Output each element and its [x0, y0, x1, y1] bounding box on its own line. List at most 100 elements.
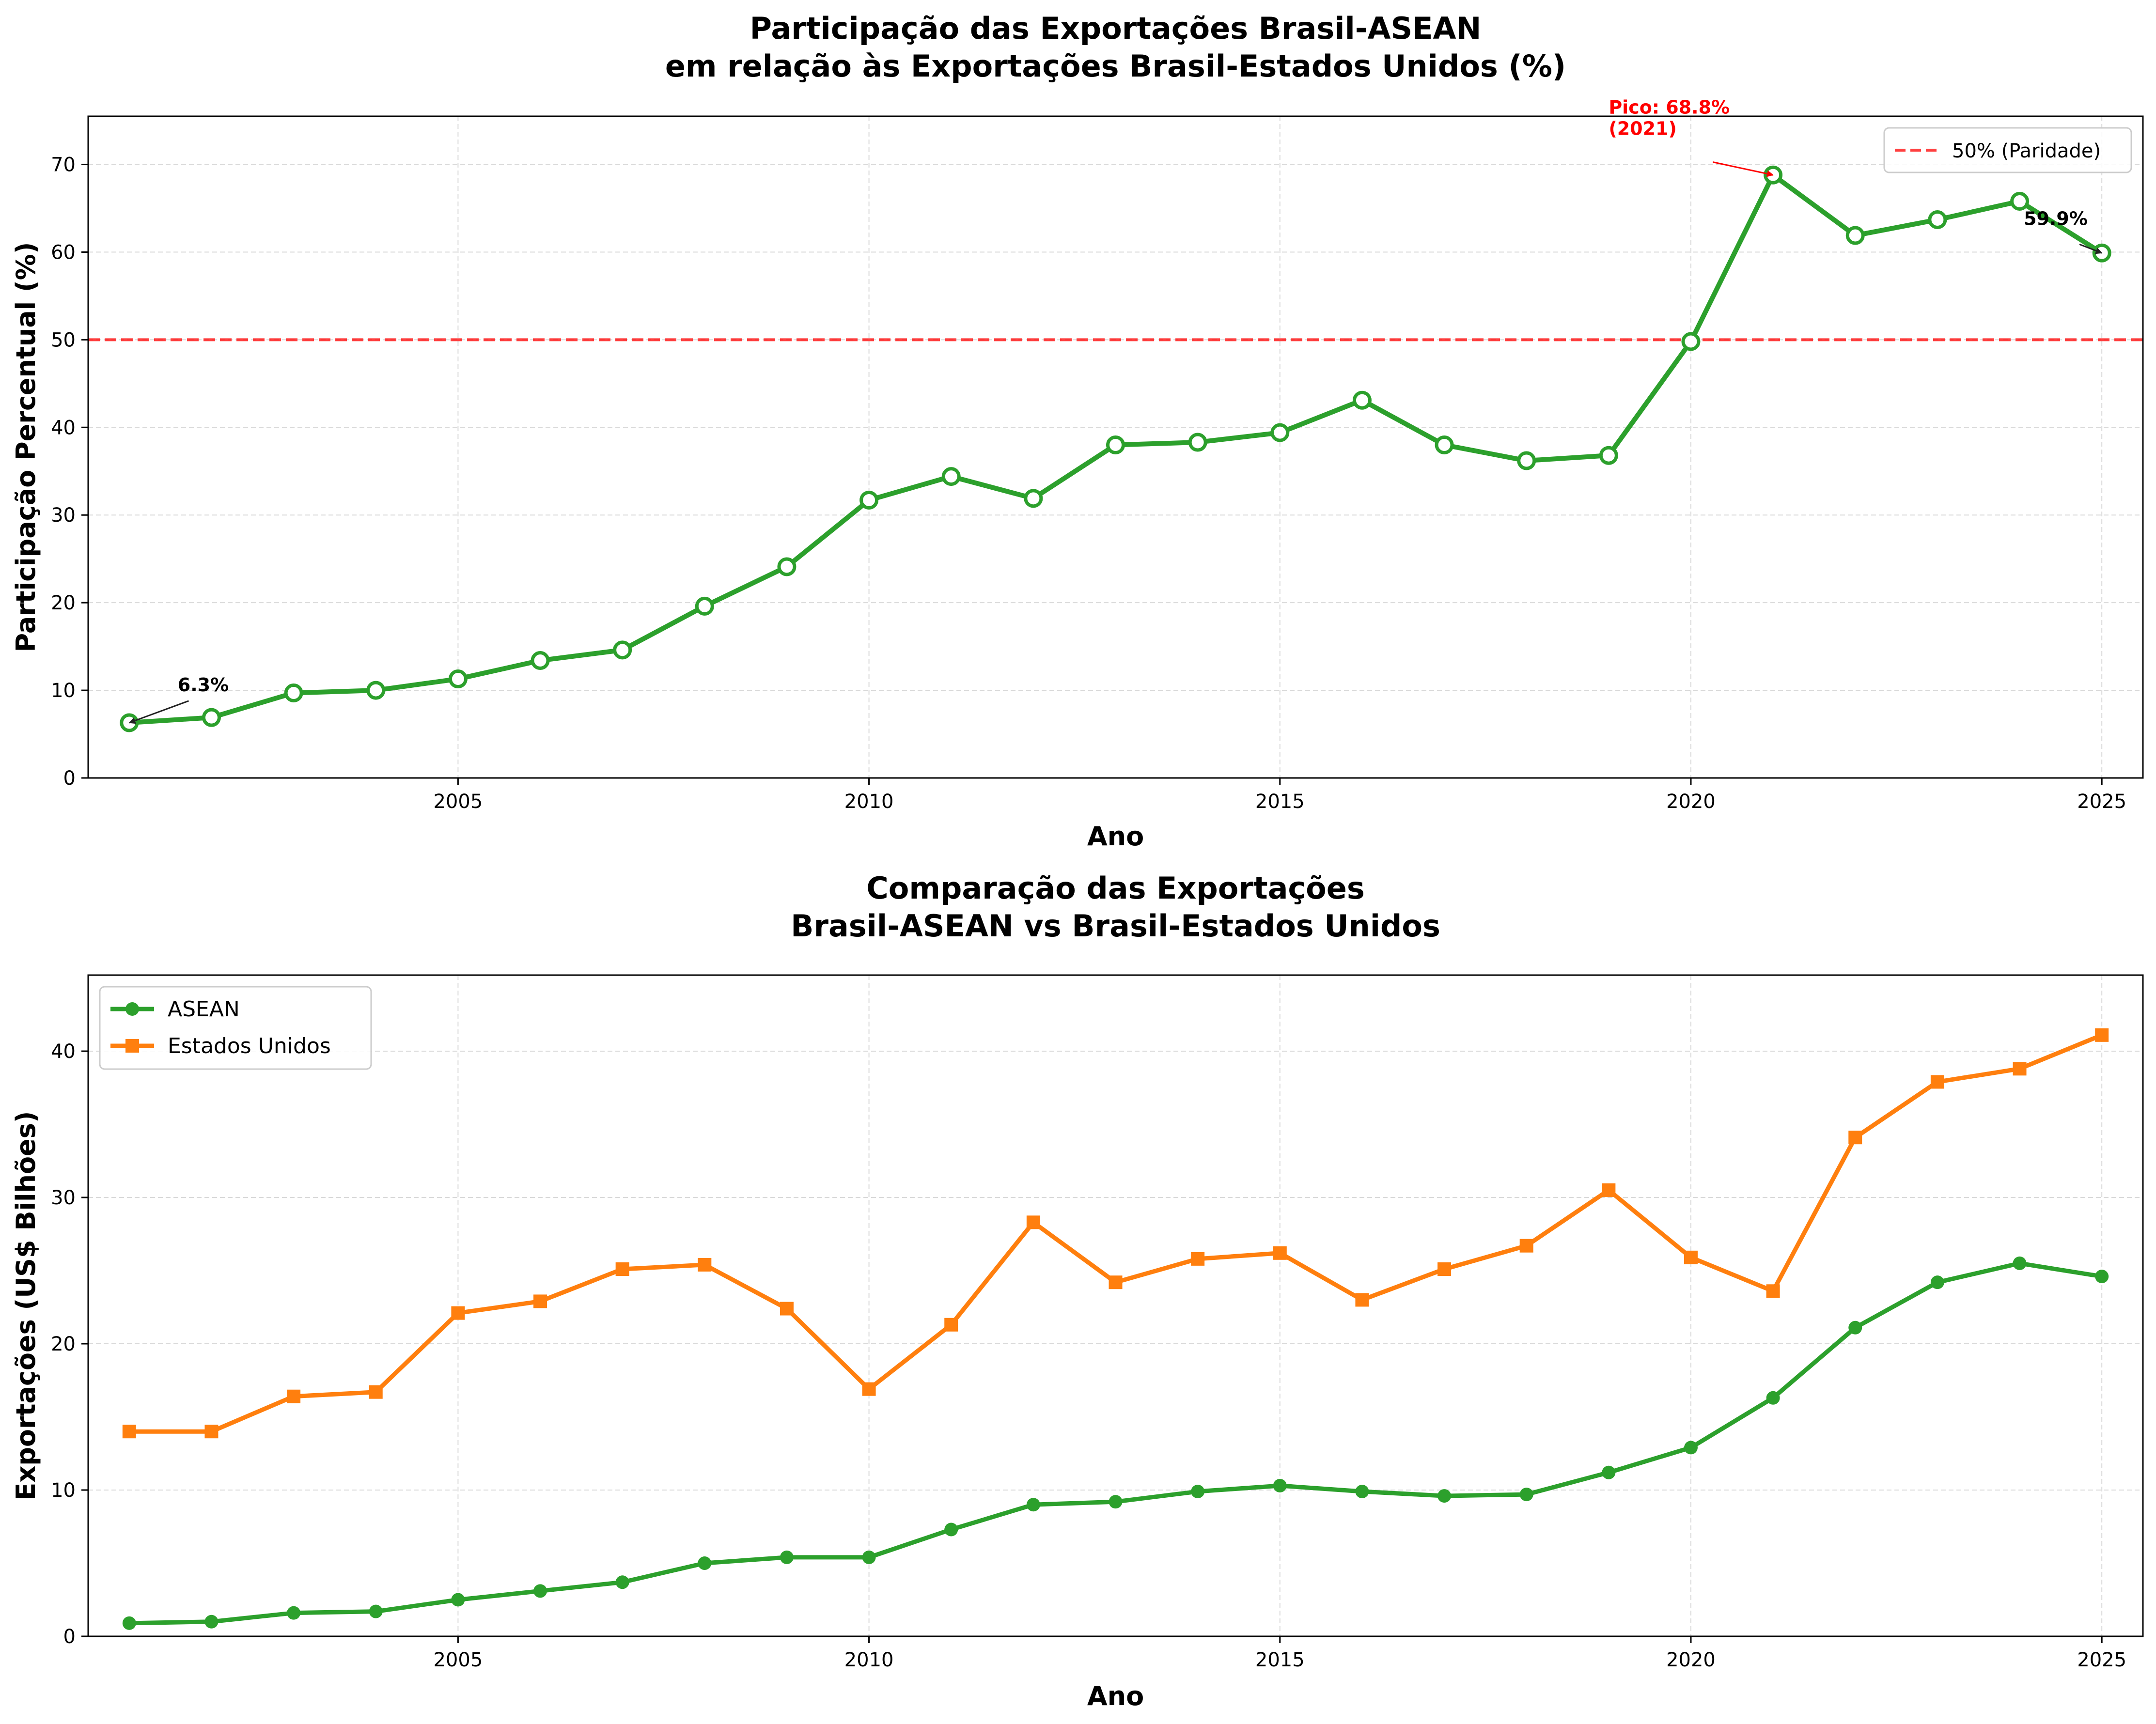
data-point [284, 683, 303, 703]
y-tick-label: 70 [51, 154, 76, 176]
data-point [1437, 1262, 1452, 1276]
annotation-label-line: Pico: 68.8% [1609, 97, 1730, 118]
data-point [862, 1382, 876, 1396]
y-tick-label: 50 [51, 329, 76, 351]
y-tick-label: 30 [51, 1187, 76, 1209]
series-layer [122, 1028, 2109, 1630]
chart-title-line: Comparação das Exportações [866, 870, 1364, 906]
x-axis-label: Ano [1087, 821, 1144, 852]
y-axis-ticks: 0 10 20 30 40 50 60 70 [51, 154, 88, 790]
x-tick-label: 2020 [1666, 791, 1716, 813]
data-point [451, 1593, 465, 1607]
annotation-label-line: (2021) [1609, 118, 1677, 140]
share-chart: Participação das Exportações Brasil-ASEA… [11, 11, 2144, 852]
y-tick-label: 40 [51, 1041, 76, 1063]
data-point [944, 1522, 958, 1537]
chart-title-line: Participação das Exportações Brasil-ASEA… [750, 11, 1482, 46]
data-point [1437, 1489, 1452, 1503]
chart-title-line: em relação às Exportações Brasil-Estados… [665, 48, 1566, 84]
data-point [862, 1550, 876, 1564]
data-point [1848, 1131, 1862, 1145]
data-point [780, 1550, 794, 1564]
data-point [2013, 1256, 2027, 1270]
data-point [1684, 1441, 1698, 1455]
data-point [202, 708, 221, 727]
data-point [698, 1258, 712, 1272]
data-point [1519, 1239, 1533, 1253]
x-tick-label: 2010 [844, 791, 894, 813]
y-tick-label: 20 [51, 592, 76, 614]
data-point [1519, 1488, 1533, 1502]
x-axis-label: Ano [1087, 1681, 1144, 1711]
data-point [1930, 1275, 1944, 1289]
data-point [1026, 1498, 1040, 1512]
data-point [1930, 1075, 1944, 1089]
annotation-label-line: 59.9% [2024, 208, 2088, 229]
data-point [1188, 433, 1207, 452]
data-point [122, 1425, 136, 1439]
data-point [1024, 489, 1043, 508]
data-point [1684, 1250, 1698, 1264]
data-point [695, 596, 714, 616]
data-point [1848, 1320, 1862, 1335]
data-point [1355, 1485, 1369, 1499]
data-point [941, 467, 961, 486]
data-point [1517, 451, 1536, 470]
y-tick-label: 40 [51, 417, 76, 439]
chart-title: Comparação das Exportações Brasil-ASEAN v… [791, 870, 1440, 944]
annotation-label-line: 6.3% [178, 674, 229, 696]
data-point [859, 490, 879, 510]
x-tick-label: 2010 [844, 1649, 894, 1671]
data-point [1273, 1246, 1287, 1260]
annotation-label: 6.3% [178, 674, 229, 696]
data-point [780, 1302, 794, 1316]
plot-frame [87, 115, 2144, 779]
data-point [1355, 1293, 1369, 1307]
data-point [1435, 435, 1454, 454]
annotation-arrow [128, 700, 189, 724]
data-point [698, 1556, 712, 1570]
y-tick-label: 30 [51, 504, 76, 527]
chart-title: Participação das Exportações Brasil-ASEA… [665, 11, 1566, 84]
data-point [2010, 191, 2030, 211]
legend: ASEAN Estados Unidos [99, 986, 372, 1070]
data-point [204, 1425, 219, 1439]
series-line [129, 1261, 2102, 1626]
data-point [287, 1606, 301, 1620]
legend-marker [125, 1039, 139, 1053]
plot-frame [87, 974, 2144, 1637]
y-tick-label: 10 [51, 680, 76, 702]
data-point [1599, 446, 1618, 465]
data-point [369, 1604, 383, 1618]
y-axis-label: Participação Percentual (%) [11, 242, 41, 652]
x-tick-label: 2005 [433, 1649, 483, 1671]
exports-comparison-chart: Comparação das Exportações Brasil-ASEAN v… [11, 870, 2144, 1711]
data-point [1845, 226, 1865, 245]
x-tick-label: 2025 [2077, 791, 2126, 813]
x-tick-label: 2005 [433, 791, 483, 813]
data-point [369, 1385, 383, 1399]
data-point [122, 1616, 136, 1630]
x-axis-ticks: 2005 2010 2015 2020 2025 [433, 778, 2126, 813]
x-tick-label: 2025 [2077, 1649, 2126, 1671]
y-tick-label: 10 [51, 1479, 76, 1502]
annotations: 6.3% Pico: 68.8% (2021) 59.9% [128, 97, 2103, 724]
annotation-arrow [2079, 243, 2103, 254]
series-asean [122, 1256, 2109, 1630]
data-point [1026, 1215, 1040, 1229]
y-axis-ticks: 0 10 20 30 40 [51, 1041, 88, 1648]
data-point [448, 669, 468, 689]
data-point [1928, 210, 1947, 229]
data-point [1766, 1391, 1780, 1405]
annotation-arrow [1713, 161, 1774, 177]
x-axis-ticks: 2005 2010 2015 2020 2025 [433, 1636, 2126, 1671]
data-point [944, 1318, 958, 1332]
legend-box [1883, 127, 2132, 173]
y-tick-label: 0 [63, 767, 76, 790]
legend-label: 50% (Paridade) [1952, 140, 2101, 162]
x-tick-label: 2020 [1666, 1649, 1716, 1671]
data-point [1352, 390, 1372, 410]
legend-marker [125, 1002, 139, 1016]
y-tick-label: 60 [51, 241, 76, 264]
data-point [451, 1306, 465, 1320]
